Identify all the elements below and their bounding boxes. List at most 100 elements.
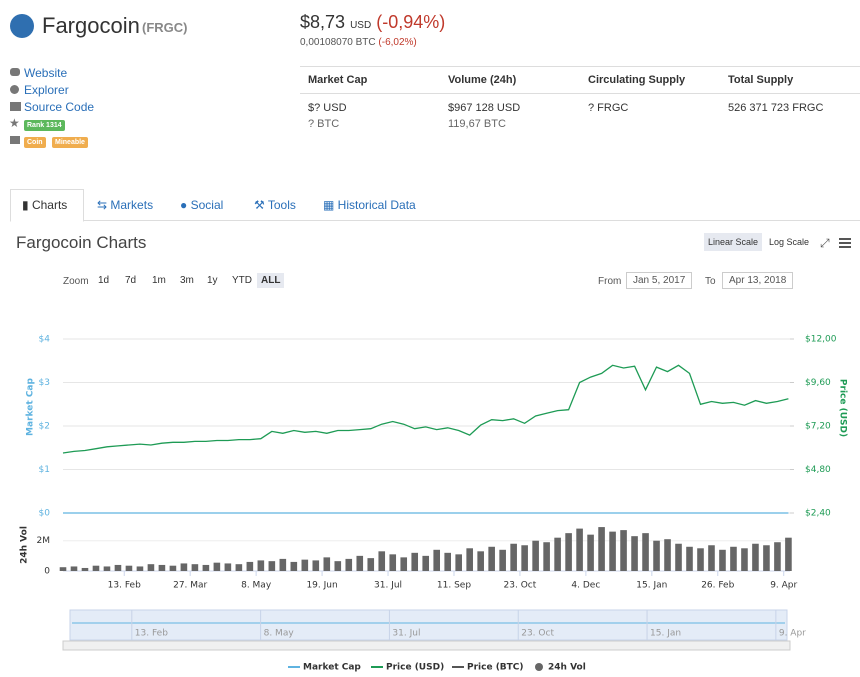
legend-item[interactable]: 24h Vol: [535, 663, 586, 673]
table-cell: 526 371 723 FRGC: [728, 102, 824, 114]
btc-change: (-6,02%): [378, 37, 417, 48]
tab-label[interactable]: Social: [190, 198, 224, 212]
zoom-button[interactable]: ALL: [257, 273, 285, 288]
volume-bar: [136, 566, 144, 571]
legend-label: Price (USD): [386, 663, 444, 673]
star-icon: ★: [9, 116, 20, 130]
table-border: [300, 93, 860, 94]
x-tick-label: 13. Feb: [108, 581, 141, 591]
volume-bar: [411, 552, 419, 571]
volume-bar: [103, 566, 111, 571]
tab[interactable]: ▦ Historical Data: [323, 198, 416, 212]
table-header: Total Supply: [728, 74, 794, 86]
table-cell: 119,67 BTC: [448, 118, 506, 130]
volume-bar: [114, 564, 122, 571]
link[interactable]: Explorer: [24, 83, 69, 97]
from-input[interactable]: Jan 5, 2017: [626, 272, 693, 289]
volume-bar: [521, 545, 528, 571]
volume-bar: [620, 530, 627, 571]
volume-bar: [477, 551, 484, 571]
vol-tick-label: 0: [44, 567, 50, 577]
table-header: Circulating Supply: [588, 74, 686, 86]
volume-bar: [125, 565, 133, 571]
to-input[interactable]: Apr 13, 2018: [722, 272, 794, 289]
menu-icon[interactable]: [839, 238, 851, 240]
volume-bar: [59, 567, 67, 571]
btc-value: 0,00108070 BTC: [300, 37, 376, 48]
btc-price: 0,00108070 BTC (-6,02%): [300, 37, 417, 48]
volume-bar: [422, 555, 430, 571]
zoom-label: Zoom: [63, 276, 89, 287]
volume-bar: [356, 555, 364, 571]
scale-button[interactable]: Log Scale: [769, 237, 810, 247]
navigator[interactable]: [69, 609, 788, 641]
volume-bar: [554, 537, 561, 571]
scale-button[interactable]: Linear Scale: [704, 233, 763, 251]
tab[interactable]: ▮ Charts: [22, 198, 68, 212]
y2-axis-title: Price (USD): [838, 379, 848, 437]
volume-bar: [543, 542, 550, 571]
tab-label[interactable]: Charts: [31, 198, 68, 212]
tab[interactable]: ⇆ Markets: [97, 198, 154, 212]
link-icon: [10, 68, 20, 76]
volume-bar: [81, 567, 89, 571]
table-header: Market Cap: [308, 74, 368, 86]
table-cell: $? USD: [308, 102, 347, 114]
legend-item[interactable]: Price (BTC): [452, 663, 524, 673]
volume-bar: [202, 564, 210, 571]
volume-bar: [235, 564, 243, 571]
volume-bar: [301, 559, 309, 571]
link[interactable]: Source Code: [24, 100, 95, 114]
volume-bar: [576, 528, 583, 571]
y2-tick-label: $4,80: [805, 465, 831, 475]
zoom-button[interactable]: YTD: [232, 275, 252, 286]
volume-bar: [609, 531, 616, 571]
volume-bar: [389, 554, 397, 571]
volume-bar: [587, 534, 594, 571]
y2-tick-label: $9,60: [805, 378, 831, 388]
x-tick-label: 27. Mar: [173, 581, 207, 591]
navigator-tick-label: 13. Feb: [135, 629, 168, 639]
table-border: [300, 66, 860, 67]
zoom-button[interactable]: 3m: [180, 275, 194, 286]
volume-bar: [774, 542, 781, 571]
table-cell: ? BTC: [308, 118, 340, 130]
tag-icon: [10, 136, 20, 144]
volume-bar: [631, 536, 638, 571]
tab[interactable]: ● Social: [180, 198, 224, 212]
zoom-button[interactable]: 7d: [125, 275, 137, 286]
tab-label[interactable]: Historical Data: [337, 198, 416, 212]
volume-bar: [213, 562, 221, 571]
y-tick-label: $0: [39, 509, 51, 519]
zoom-button[interactable]: 1m: [152, 275, 166, 286]
volume-bar: [741, 548, 748, 571]
volume-bar: [642, 533, 649, 571]
search-icon: [10, 85, 19, 94]
scrollbar[interactable]: [62, 640, 791, 651]
volume-bar: [246, 561, 254, 571]
tab[interactable]: ⚒ Tools: [254, 198, 296, 212]
zoom-button[interactable]: 1y: [207, 275, 218, 286]
price: $8,73 USD (-0,94%): [300, 12, 445, 33]
volume-bar: [532, 540, 539, 571]
tab-label[interactable]: Markets: [110, 198, 154, 212]
volume-bar: [191, 564, 199, 571]
legend-item[interactable]: Price (USD): [371, 663, 444, 673]
legend-item[interactable]: Market Cap: [288, 663, 361, 673]
volume-bar: [323, 557, 331, 571]
price-value: $8,73: [300, 12, 346, 32]
volume-bar: [433, 549, 441, 571]
zoom-button[interactable]: 1d: [98, 275, 110, 286]
y-tick-label: $4: [39, 335, 51, 345]
tab-label[interactable]: Tools: [267, 198, 296, 212]
volume-bar: [224, 563, 232, 571]
volume-bar: [70, 566, 78, 571]
volume-bar: [719, 549, 726, 571]
fullscreen-icon[interactable]: ⤢: [820, 236, 830, 250]
link[interactable]: Website: [24, 66, 68, 80]
volume-bar: [180, 563, 188, 571]
volume-bar: [312, 560, 320, 571]
navigator-tick-label: 15. Jan: [650, 629, 681, 639]
navigator-tick-label: 23. Oct: [521, 629, 554, 639]
volume-bar: [345, 558, 353, 571]
